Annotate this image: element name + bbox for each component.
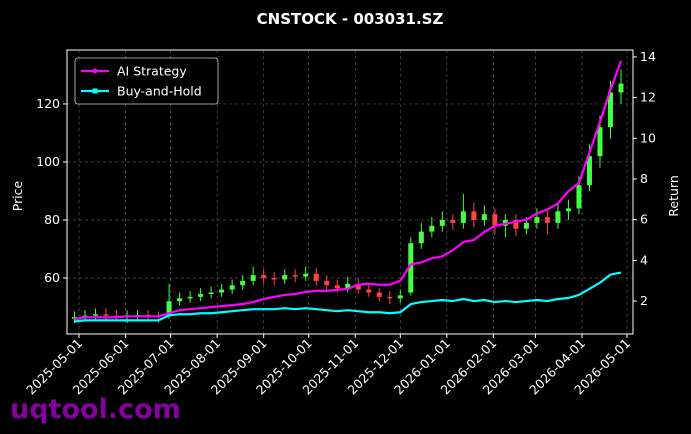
candle-body	[93, 314, 99, 316]
candle-body	[607, 92, 613, 128]
legend-label: AI Strategy	[117, 64, 187, 79]
candle-body	[492, 214, 498, 226]
y2-tick-label: 12	[640, 90, 656, 105]
candle-body	[555, 211, 561, 223]
y2-tick-label: 8	[640, 171, 648, 186]
candle-body	[534, 217, 540, 223]
chart-title: CNSTOCK - 003031.SZ	[257, 10, 444, 28]
candle-body	[345, 283, 351, 289]
candle-body	[586, 156, 592, 186]
y2-axis-label: Return	[666, 175, 681, 216]
y2-tick-label: 10	[640, 130, 656, 145]
candle-body	[450, 219, 456, 223]
return-line	[74, 60, 623, 321]
candle-body	[187, 296, 193, 299]
candle-body	[208, 292, 214, 294]
candle-body	[166, 301, 172, 316]
y-tick-label: 80	[44, 212, 60, 227]
return-line	[74, 271, 622, 323]
candle-body	[240, 280, 246, 286]
candle-body	[334, 285, 340, 289]
candle-body	[376, 292, 382, 297]
candle-body	[177, 298, 183, 302]
candle-body	[355, 283, 361, 290]
candle-body	[481, 214, 487, 220]
legend-box	[74, 57, 219, 105]
y2-tick-label: 14	[640, 49, 656, 64]
candle-body	[271, 278, 277, 280]
candle-body	[429, 225, 435, 232]
candle-body	[597, 127, 603, 157]
legend-label: Buy-and-Hold	[117, 84, 202, 99]
candle-body	[565, 208, 571, 212]
y-axis-label: Price	[10, 180, 25, 211]
candle-body	[313, 273, 319, 281]
candle-body	[261, 275, 267, 279]
candle-body	[198, 293, 204, 297]
legend-marker	[92, 68, 98, 74]
candle-body	[576, 185, 582, 209]
candle-body	[439, 219, 445, 226]
candle-body	[523, 222, 529, 229]
legend-marker	[92, 88, 98, 94]
y-tick-label: 60	[44, 270, 60, 285]
candle-body	[72, 317, 78, 319]
y2-tick-label: 2	[640, 293, 648, 308]
candle-body	[103, 314, 109, 316]
watermark: uqtool.com	[10, 394, 181, 425]
candle-body	[229, 285, 235, 290]
candle-body	[250, 275, 256, 281]
candle-body	[292, 275, 298, 277]
candle-body	[366, 289, 372, 293]
candle-body	[397, 295, 403, 299]
y2-tick-label: 4	[640, 252, 648, 267]
candle-body	[544, 217, 550, 223]
y-tick-label: 120	[36, 96, 60, 111]
candle-body	[418, 231, 424, 244]
candle-body	[408, 243, 414, 293]
candle-body	[219, 289, 225, 293]
candle-body	[303, 273, 309, 277]
candle-body	[387, 296, 393, 299]
candle-body	[513, 219, 519, 229]
y-tick-label: 100	[36, 154, 60, 169]
candle-body	[471, 211, 477, 220]
plot-frame	[66, 49, 634, 335]
candle-body	[324, 280, 330, 286]
candle-body	[460, 211, 466, 223]
candle-body	[282, 275, 288, 280]
candle-body	[618, 83, 624, 93]
y2-tick-label: 6	[640, 212, 648, 227]
